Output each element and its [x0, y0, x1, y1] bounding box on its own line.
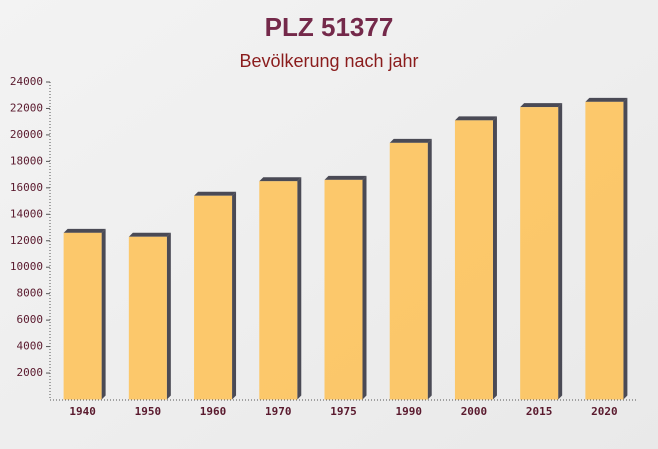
- bar-top: [324, 175, 367, 180]
- bar-top: [259, 177, 302, 182]
- x-tick-label: 2000: [461, 405, 488, 418]
- x-tick-label: 1950: [135, 405, 162, 418]
- bar: [259, 181, 298, 400]
- bar-side: [623, 97, 628, 400]
- chart-title: PLZ 51377: [265, 12, 394, 42]
- y-tick-label: 6000: [17, 313, 44, 326]
- y-tick-label: 2000: [17, 366, 44, 379]
- bar-side: [166, 232, 171, 400]
- bar: [128, 236, 167, 400]
- bar: [585, 101, 624, 400]
- x-tick-label: 1960: [200, 405, 227, 418]
- chart-subtitle: Bevölkerung nach jahr: [239, 51, 418, 71]
- bar-side: [427, 138, 432, 400]
- y-tick-label: 10000: [10, 260, 43, 273]
- x-tick-label: 1970: [265, 405, 292, 418]
- bar: [324, 179, 363, 400]
- bar: [454, 120, 493, 400]
- bar: [194, 195, 233, 400]
- bar: [389, 142, 428, 400]
- bar-top: [585, 97, 628, 102]
- y-tick-label: 8000: [17, 287, 44, 300]
- x-tick-label: 1940: [69, 405, 96, 418]
- bar-side: [232, 191, 237, 400]
- bar-top: [389, 138, 432, 143]
- bar-side: [362, 175, 367, 400]
- bar: [63, 232, 102, 400]
- x-tick-label: 1975: [330, 405, 357, 418]
- bar-side: [297, 177, 302, 400]
- bar-side: [558, 103, 563, 400]
- bar-top: [194, 191, 237, 196]
- x-tick-label: 2020: [591, 405, 618, 418]
- y-tick-label: 24000: [10, 75, 43, 88]
- bar-top: [63, 228, 106, 233]
- x-tick-label: 2015: [526, 405, 553, 418]
- y-tick-label: 18000: [10, 154, 43, 167]
- bar: [520, 107, 559, 400]
- y-tick-label: 20000: [10, 128, 43, 141]
- y-tick-label: 4000: [17, 340, 44, 353]
- bar-top: [520, 103, 563, 108]
- bar-side: [101, 228, 106, 400]
- y-tick-label: 14000: [10, 207, 43, 220]
- y-tick-label: 12000: [10, 234, 43, 247]
- bar-top: [454, 116, 497, 121]
- bar-side: [492, 116, 497, 400]
- y-tick-label: 22000: [10, 101, 43, 114]
- y-tick-label: 16000: [10, 181, 43, 194]
- x-tick-label: 1990: [395, 405, 422, 418]
- bar-top: [128, 232, 171, 237]
